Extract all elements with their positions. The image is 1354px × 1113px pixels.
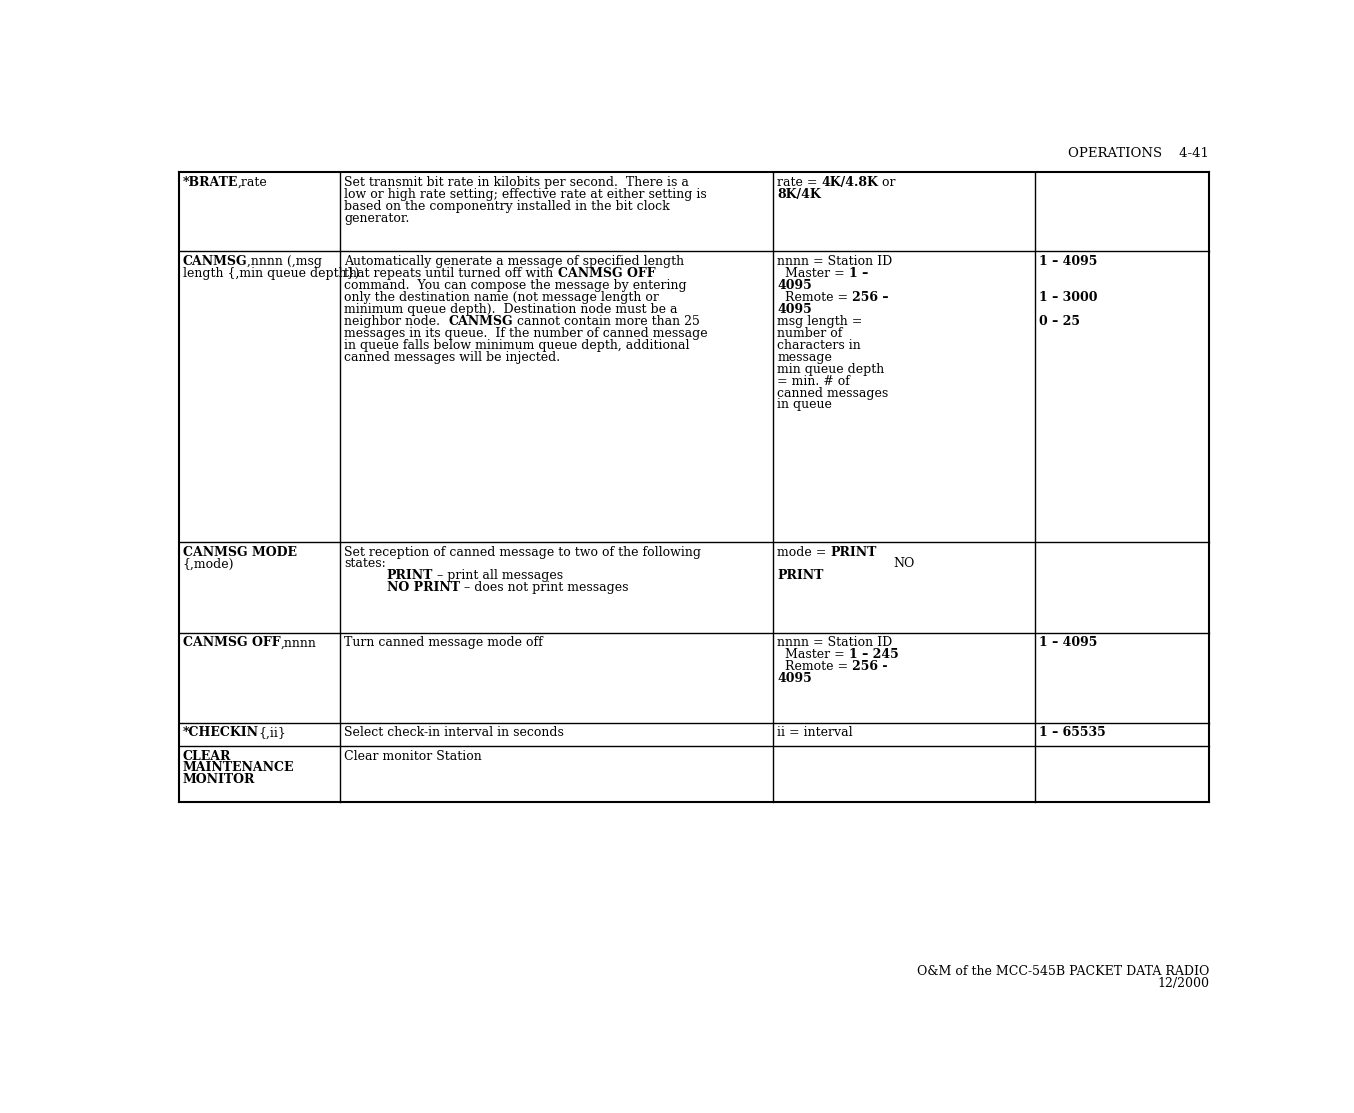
Text: ,nnnn: ,nnnn xyxy=(280,637,315,649)
Text: min queue depth: min queue depth xyxy=(777,363,884,375)
Text: CANMSG OFF: CANMSG OFF xyxy=(558,267,655,280)
Text: 4095: 4095 xyxy=(777,279,812,292)
Text: CLEAR: CLEAR xyxy=(183,749,232,762)
Text: 12/2000: 12/2000 xyxy=(1158,977,1209,991)
Text: {,mode): {,mode) xyxy=(183,558,234,571)
Text: 8K/4K: 8K/4K xyxy=(777,188,821,200)
Text: Turn canned message mode off: Turn canned message mode off xyxy=(344,637,543,649)
Text: PRINT: PRINT xyxy=(387,570,433,582)
Text: 4095: 4095 xyxy=(777,303,812,316)
Text: PRINT: PRINT xyxy=(830,545,877,559)
Text: 1 – 4095: 1 – 4095 xyxy=(1039,637,1097,649)
Text: 1 –: 1 – xyxy=(849,267,868,280)
Text: OPERATIONS    4-41: OPERATIONS 4-41 xyxy=(1068,147,1209,160)
Text: CANMSG: CANMSG xyxy=(448,315,513,328)
Text: = min. # of: = min. # of xyxy=(777,375,850,387)
Text: Automatically generate a message of specified length: Automatically generate a message of spec… xyxy=(344,255,685,268)
Text: command.  You can compose the message by entering: command. You can compose the message by … xyxy=(344,279,686,292)
Text: Master =: Master = xyxy=(777,648,849,661)
Text: NO PRINT: NO PRINT xyxy=(387,581,460,594)
Text: based on the componentry installed in the bit clock: based on the componentry installed in th… xyxy=(344,199,670,213)
Text: low or high rate setting; effective rate at either setting is: low or high rate setting; effective rate… xyxy=(344,188,707,200)
Text: states:: states: xyxy=(344,558,386,571)
Text: {,ii}: {,ii} xyxy=(259,727,287,739)
Text: CANMSG MODE: CANMSG MODE xyxy=(183,545,297,559)
Text: 0 – 25: 0 – 25 xyxy=(1039,315,1080,328)
Text: canned messages will be injected.: canned messages will be injected. xyxy=(344,351,561,364)
Text: msg length =: msg length = xyxy=(777,315,862,328)
Text: Clear monitor Station: Clear monitor Station xyxy=(344,749,482,762)
Text: *CHECKIN: *CHECKIN xyxy=(183,727,259,739)
Text: minimum queue depth).  Destination node must be a: minimum queue depth). Destination node m… xyxy=(344,303,678,316)
Text: 1 – 65535: 1 – 65535 xyxy=(1039,727,1106,739)
Text: ,nnnn (,msg: ,nnnn (,msg xyxy=(248,255,322,268)
Text: CANMSG OFF: CANMSG OFF xyxy=(183,637,280,649)
Text: Set reception of canned message to two of the following: Set reception of canned message to two o… xyxy=(344,545,701,559)
Text: rate =: rate = xyxy=(777,176,822,189)
Text: length {,min queue depth}): length {,min queue depth}) xyxy=(183,267,359,280)
Text: – does not print messages: – does not print messages xyxy=(460,581,628,594)
Text: characters in: characters in xyxy=(777,338,861,352)
Text: generator.: generator. xyxy=(344,211,410,225)
Text: ii = interval: ii = interval xyxy=(777,727,853,739)
Text: that repeats until turned off with: that repeats until turned off with xyxy=(344,267,558,280)
Text: Master =: Master = xyxy=(777,267,849,280)
Text: O&M of the MCC-545B PACKET DATA RADIO: O&M of the MCC-545B PACKET DATA RADIO xyxy=(917,965,1209,978)
Text: in queue falls below minimum queue depth, additional: in queue falls below minimum queue depth… xyxy=(344,338,689,352)
Text: 1 – 245: 1 – 245 xyxy=(849,648,899,661)
Text: canned messages: canned messages xyxy=(777,386,888,400)
Text: Set transmit bit rate in kilobits per second.  There is a: Set transmit bit rate in kilobits per se… xyxy=(344,176,689,189)
Text: cannot contain more than 25: cannot contain more than 25 xyxy=(513,315,700,328)
Text: 1 – 3000: 1 – 3000 xyxy=(1039,290,1097,304)
Text: PRINT: PRINT xyxy=(777,570,823,582)
Text: 4K/4.8K: 4K/4.8K xyxy=(822,176,879,189)
Text: – print all messages: – print all messages xyxy=(433,570,563,582)
Text: mode =: mode = xyxy=(777,545,830,559)
Text: Remote =: Remote = xyxy=(777,660,852,673)
Text: CANMSG: CANMSG xyxy=(183,255,248,268)
Text: MONITOR: MONITOR xyxy=(183,774,255,787)
Text: neighbor node.: neighbor node. xyxy=(344,315,448,328)
Text: *BRATE: *BRATE xyxy=(183,176,238,189)
Text: 256 –: 256 – xyxy=(852,290,888,304)
Text: ,rate: ,rate xyxy=(238,176,268,189)
Text: only the destination name (not message length or: only the destination name (not message l… xyxy=(344,290,659,304)
Text: messages in its queue.  If the number of canned message: messages in its queue. If the number of … xyxy=(344,327,708,339)
Text: or: or xyxy=(879,176,896,189)
Text: NO: NO xyxy=(894,558,915,571)
Text: nnnn = Station ID: nnnn = Station ID xyxy=(777,637,892,649)
Text: 1 – 4095: 1 – 4095 xyxy=(1039,255,1097,268)
Text: MAINTENANCE: MAINTENANCE xyxy=(183,761,294,775)
Text: 4095: 4095 xyxy=(777,672,812,686)
Text: in queue: in queue xyxy=(777,398,831,412)
Text: Select check-in interval in seconds: Select check-in interval in seconds xyxy=(344,727,565,739)
Text: nnnn = Station ID: nnnn = Station ID xyxy=(777,255,892,268)
Text: message: message xyxy=(777,351,831,364)
Text: Remote =: Remote = xyxy=(777,290,852,304)
Text: number of: number of xyxy=(777,327,842,339)
Text: 256 -: 256 - xyxy=(852,660,888,673)
